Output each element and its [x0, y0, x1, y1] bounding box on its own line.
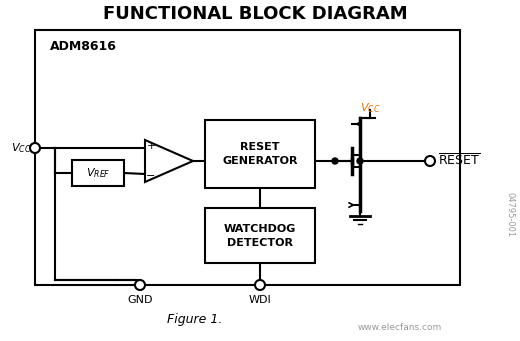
- Bar: [205, 120, 315, 188]
- Text: FUNCTIONAL BLOCK DIAGRAM: FUNCTIONAL BLOCK DIAGRAM: [102, 5, 407, 23]
- Bar: [72, 160, 124, 186]
- Circle shape: [255, 280, 265, 290]
- Text: $\overline{\mathrm{RESET}}$: $\overline{\mathrm{RESET}}$: [438, 153, 480, 169]
- Text: WDI: WDI: [249, 295, 271, 305]
- Text: −: −: [146, 171, 155, 181]
- Text: Figure 1.: Figure 1.: [167, 313, 223, 326]
- Text: $V_{REF}$: $V_{REF}$: [86, 166, 110, 180]
- Text: ADM8616: ADM8616: [50, 41, 117, 54]
- Text: $V_{CC}$: $V_{CC}$: [11, 141, 31, 155]
- Bar: [35, 30, 460, 285]
- Polygon shape: [145, 140, 193, 182]
- Text: GND: GND: [127, 295, 153, 305]
- Bar: [205, 208, 315, 263]
- Text: $V_{CC}$: $V_{CC}$: [360, 101, 380, 115]
- Circle shape: [30, 143, 40, 153]
- Text: +: +: [146, 141, 155, 151]
- Text: RESET: RESET: [240, 142, 280, 152]
- Circle shape: [357, 158, 363, 164]
- Circle shape: [425, 156, 435, 166]
- Text: DETECTOR: DETECTOR: [227, 237, 293, 248]
- Circle shape: [332, 158, 338, 164]
- Text: www.elecfans.com: www.elecfans.com: [358, 324, 442, 332]
- Text: GENERATOR: GENERATOR: [222, 156, 298, 166]
- Text: WATCHDOG: WATCHDOG: [224, 223, 296, 234]
- Text: 04795-001: 04795-001: [505, 192, 514, 238]
- Circle shape: [135, 280, 145, 290]
